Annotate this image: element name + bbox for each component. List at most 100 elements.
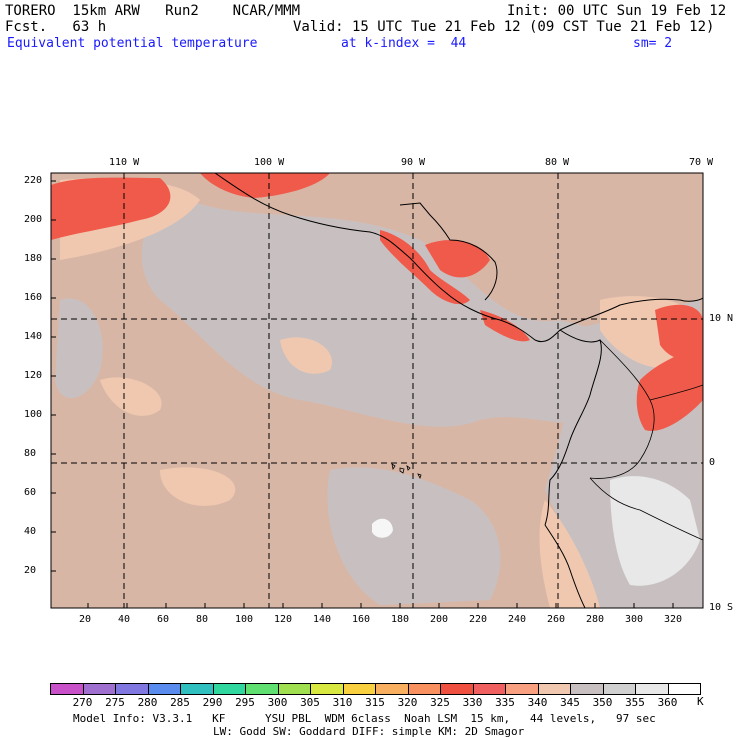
galapagos [391, 463, 422, 480]
colorbar-cell [115, 683, 148, 695]
colorbar-cell [310, 683, 343, 695]
grey-region-west [55, 298, 103, 399]
colorbar-label: 290 [202, 696, 223, 709]
lon-label-100w: 100 W [254, 157, 285, 168]
x-tick-label: 240 [508, 614, 527, 625]
border-interior-1 [589, 339, 655, 479]
warm-band-guatemala [380, 230, 470, 305]
x-tick-label: 300 [625, 614, 644, 625]
border-interior-3 [649, 384, 703, 401]
warm-band-northwest [51, 177, 171, 240]
colorbar-cell [472, 683, 505, 695]
salmon-patch-3 [280, 337, 332, 374]
field-name: Equivalent potential temperature [7, 36, 258, 51]
y-tick-label: 120 [24, 370, 43, 381]
colorbar-cell [505, 683, 538, 695]
colorbar-cell [375, 683, 408, 695]
map-frame [50, 172, 704, 609]
colorbar-label: 295 [235, 696, 255, 709]
colorbar-label: 335 [495, 696, 515, 709]
colorbar-label: 275 [105, 696, 125, 709]
colorbar-cell [570, 683, 603, 695]
salmon-patch-2 [160, 467, 236, 506]
border-interior-2 [589, 477, 703, 541]
colorbar-cell [212, 683, 245, 695]
x-tick-label: 120 [274, 614, 293, 625]
y-tick-label: 140 [24, 331, 43, 342]
x-axis-ticks [87, 603, 674, 608]
x-tick-label: 20 [79, 614, 92, 625]
warm-band-northwest-top [200, 173, 330, 198]
colorbar-cell [602, 683, 635, 695]
x-tick-label: 160 [352, 614, 371, 625]
lat-label-10s: 10 S [709, 602, 734, 613]
colorbar-cell [407, 683, 440, 695]
colorbar-unit: K [697, 695, 704, 708]
y-tick-label: 180 [24, 253, 43, 264]
x-tick-label: 140 [313, 614, 332, 625]
colorbar-label: 320 [397, 696, 418, 709]
smoothing: sm= 2 [633, 36, 673, 51]
colorbar-label: 350 [592, 696, 613, 709]
graticule [51, 173, 703, 608]
colorbar-cell [147, 683, 180, 695]
colorbar-cell [180, 683, 213, 695]
y-tick-label: 20 [24, 565, 37, 576]
x-tick-label: 60 [157, 614, 170, 625]
colorbar-cell [342, 683, 375, 695]
colorbar-label: 300 [267, 696, 288, 709]
y-tick-label: 60 [24, 487, 37, 498]
light-region-andes [610, 476, 700, 586]
x-tick-label: 320 [664, 614, 683, 625]
colorbar-cell [277, 683, 310, 695]
colorbar-cell [440, 683, 473, 695]
level-index: at k-index = 44 [341, 36, 467, 51]
y-axis-ticks [51, 180, 56, 572]
colorbar-label: 355 [625, 696, 645, 709]
x-tick-label: 180 [391, 614, 410, 625]
colorbar-cell [667, 683, 700, 695]
colorbar-label: 315 [365, 696, 385, 709]
x-tick-label: 80 [196, 614, 209, 625]
model-info: Model Info: V3.3.1 KF YSU PBL WDM 6class… [73, 712, 656, 725]
colorbar-label: 330 [462, 696, 483, 709]
lon-label-110w: 110 W [109, 157, 140, 168]
white-spot [372, 518, 393, 538]
coastline-peru [544, 524, 586, 608]
grey-region-central [141, 190, 600, 427]
colorbar-end [700, 683, 701, 695]
coastline-colombia-pacific [544, 329, 602, 526]
y-tick-label: 220 [24, 175, 43, 186]
colorbar-cell [50, 683, 83, 695]
colorbar-label: 345 [560, 696, 580, 709]
x-tick-label: 280 [586, 614, 605, 625]
y-tick-label: 100 [24, 409, 43, 420]
colorbar-label: 305 [300, 696, 320, 709]
lat-label-10n: 10 N [709, 313, 734, 324]
physics-info: LW: Godd SW: Goddard DIFF: simple KM: 2D… [213, 725, 525, 738]
y-tick-label: 80 [24, 448, 37, 459]
colorbar-cell [635, 683, 668, 695]
colorbar-label: 325 [430, 696, 450, 709]
colorbar-label: 270 [72, 696, 93, 709]
coastline-caribbean [559, 297, 703, 331]
valid-time: Valid: 15 UTC Tue 21 Feb 12 (09 CST Tue … [293, 19, 715, 35]
colorbar-cell [245, 683, 278, 695]
forecast-hour: Fcst. 63 h [5, 19, 107, 35]
colorbar-label: 340 [527, 696, 548, 709]
coastline-mexico [214, 173, 561, 343]
x-tick-label: 220 [469, 614, 488, 625]
colorbar-label: 310 [332, 696, 353, 709]
lon-label-90w: 90 W [401, 157, 426, 168]
init-time: Init: 00 UTC Sun 19 Feb 12 [507, 3, 727, 19]
lat-label-0: 0 [709, 457, 716, 468]
x-tick-label: 40 [118, 614, 131, 625]
y-tick-label: 160 [24, 292, 43, 303]
y-tick-label: 200 [24, 214, 43, 225]
warm-band-honduras [425, 240, 490, 278]
grey-region-south [327, 467, 501, 605]
y-tick-label: 40 [24, 526, 37, 537]
salmon-patch-5 [539, 500, 600, 608]
lon-label-70w: 70 W [689, 157, 714, 168]
